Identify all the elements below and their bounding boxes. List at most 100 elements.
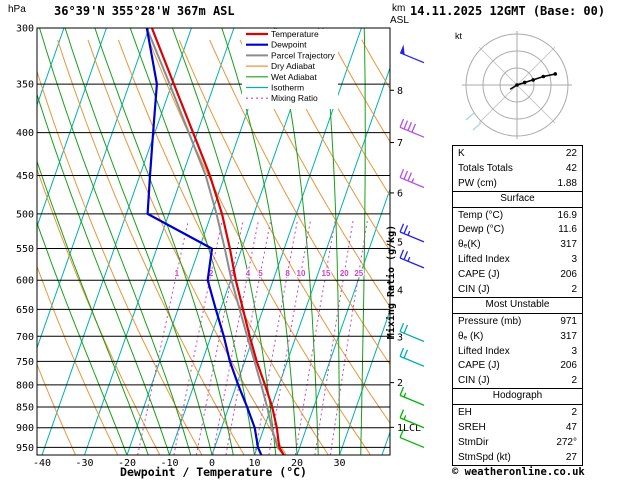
table-row-value: 2 <box>571 375 577 387</box>
table-row-label: θₑ (K) <box>458 330 484 342</box>
pressure-tick-label: 350 <box>16 80 34 91</box>
table-row-value: 317 <box>560 239 577 251</box>
table-row-value: 27 <box>565 451 577 463</box>
table-row: Totals Totals 42 <box>453 161 582 176</box>
table-row-label: CIN (J) <box>458 375 490 387</box>
mixing-ratio-value: 5 <box>258 269 263 278</box>
table-row: Lifted Index 3 <box>453 252 582 267</box>
table-row-label: θₑ(K) <box>458 239 481 251</box>
axis-labels: 3003504004505005506006507007508008509009… <box>16 24 421 470</box>
table-row-label: Lifted Index <box>458 254 510 266</box>
x-axis-label: Dewpoint / Temperature (°C) <box>120 465 307 479</box>
table-row-value: 206 <box>560 360 577 372</box>
table-row: SREH 47 <box>453 420 582 435</box>
table-row-value: 11.6 <box>558 224 577 236</box>
temperature-tick-label: 0 <box>209 458 215 469</box>
table-row-label: CAPE (J) <box>458 360 500 372</box>
pressure-unit-label: hPa <box>8 4 26 15</box>
indices-table: K 2 2 Totals Totals 42 PW (cm) 1.88 Surface Temp… <box>452 145 583 466</box>
table-row: StmSpd (kt) 27 <box>453 450 582 465</box>
mixing-ratio-value: 15 <box>322 269 331 278</box>
parcel-trajectory-curve <box>145 28 285 455</box>
table-row-value: 2 <box>571 407 577 419</box>
pressure-tick-label: 450 <box>16 171 34 182</box>
legend-item-label: Dewpoint <box>271 40 307 50</box>
mixing-ratio-value: 20 <box>340 269 349 278</box>
table-row-value: 3 <box>571 345 577 357</box>
table-row: θₑ (K) 317 <box>453 329 582 344</box>
mixing-ratio-value: 25 <box>354 269 363 278</box>
table-row-label: Lifted Index <box>458 345 510 357</box>
pressure-tick-label: 650 <box>16 305 34 316</box>
table-row-label: Temp (°C) <box>458 209 504 221</box>
hodograph-ring <box>465 33 569 137</box>
table-row-label: CIN (J) <box>458 283 490 295</box>
table-row: CIN (J) 2 <box>453 282 582 297</box>
station-title: 36°39'N 355°28'W 367m ASL <box>54 4 235 18</box>
table-row: PW (cm) 1.88 <box>453 176 582 191</box>
table-section-header: Surface <box>453 190 582 208</box>
pressure-tick-label: 700 <box>16 332 34 343</box>
pressure-tick-label: 500 <box>16 209 34 220</box>
table-row-value: 3 <box>571 254 577 266</box>
temperature-tick-label: -20 <box>118 458 136 469</box>
mixing-ratio-value: 8 <box>285 269 290 278</box>
pressure-tick-label: 900 <box>16 423 34 434</box>
temperature-tick-label: 20 <box>291 458 303 469</box>
wind-barb <box>399 169 425 189</box>
pressure-tick-label: 850 <box>16 402 34 413</box>
hodograph-ring <box>499 67 535 103</box>
pressure-tick-label: 750 <box>16 357 34 368</box>
temperature-tick-label: -10 <box>160 458 178 469</box>
hodograph-ring <box>482 50 552 120</box>
table-row-label: Pressure (mb) <box>458 315 522 327</box>
legend-item-label: Dry Adiabat <box>271 61 316 71</box>
altitude-tick-label: 1LCL <box>397 423 421 434</box>
hodograph <box>462 31 572 139</box>
table-row-label: SREH <box>458 421 486 433</box>
table-row: θₑ(K) 317 <box>453 237 582 252</box>
table-row-label: Dewp (°C) <box>458 224 505 236</box>
temperature-tick-label: 10 <box>248 458 260 469</box>
table-row-label: K <box>458 147 465 159</box>
wind-barb <box>399 323 425 343</box>
mixing-ratio-value-labels: 1 2 3 4 5 8 10 15 20 25 <box>173 268 365 280</box>
table-row-value: 42 <box>565 162 577 174</box>
table-row-value: 47 <box>565 421 577 433</box>
wind-barb <box>399 429 425 449</box>
table-row: Dewp (°C) 11.6 <box>453 222 582 237</box>
altitude-tick-label: 5 <box>397 237 403 248</box>
copyright-credit: © weatheronline.co.uk <box>452 466 585 478</box>
table-row: EH 2 <box>453 405 582 420</box>
pressure-tick-label: 800 <box>16 380 34 391</box>
table-row: CAPE (J) 206 <box>453 358 582 373</box>
table-row: Lifted Index 3 <box>453 344 582 359</box>
altitude-tick-label: 4 <box>397 285 403 296</box>
table-row: CAPE (J) 206 <box>453 267 582 282</box>
altitude-tick-label: 8 <box>397 86 403 97</box>
run-title: 14.11.2025 12GMT (Base: 00) <box>410 4 606 18</box>
table-row-value: 16.9 <box>557 209 577 221</box>
table-row-value: 2 <box>571 283 577 295</box>
mixing-ratio-lines <box>137 220 368 455</box>
table-row-label: PW (cm) <box>458 177 497 189</box>
temperature-tick-label: -30 <box>75 458 93 469</box>
table-row-label: StmSpd (kt) <box>458 451 511 463</box>
table-row: Pressure (mb) 971 <box>453 314 582 329</box>
mixing-ratio-value: 2 <box>209 269 214 278</box>
pressure-tick-label: 400 <box>16 128 34 139</box>
table-section-header: Most Unstable <box>453 296 582 314</box>
mixing-ratio-value: 3 <box>230 269 235 278</box>
legend-item-label: Temperature <box>271 29 319 39</box>
pressure-tick-label: 550 <box>16 244 34 255</box>
table-row: StmDir 272° <box>453 435 582 450</box>
table-row-value: 317 <box>560 330 577 342</box>
legend-item-label: Isotherm <box>271 83 304 93</box>
legend-item-label: Parcel Trajectory <box>271 50 336 60</box>
table-row-value: 272° <box>556 436 577 448</box>
skewt-background-lines <box>37 28 390 455</box>
altitude-tick-label: 2 <box>397 378 403 389</box>
wind-barbs <box>399 44 425 449</box>
table-row: CIN (J) 2 <box>453 373 582 388</box>
legend-item-label: Wet Adiabat <box>271 72 317 82</box>
